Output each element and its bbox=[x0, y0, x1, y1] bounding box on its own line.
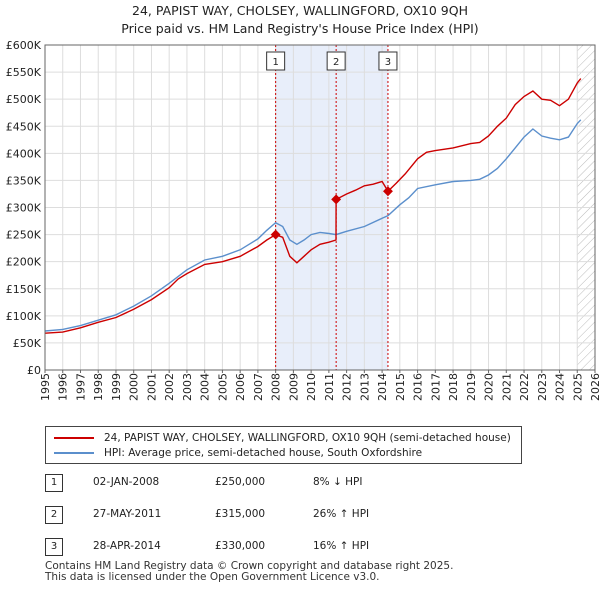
footer-license: This data is licensed under the Open Gov… bbox=[45, 571, 380, 583]
sale-label: 1 bbox=[272, 57, 278, 68]
legend-label-hpi: HPI: Average price, semi-detached house,… bbox=[104, 447, 423, 459]
transaction-number: 3 bbox=[45, 538, 63, 556]
x-tick-label: 1995 bbox=[39, 373, 52, 401]
sale-point bbox=[383, 186, 393, 197]
x-tick-label: 2006 bbox=[234, 373, 247, 401]
sale-point bbox=[270, 229, 281, 240]
x-tick-label: 2000 bbox=[128, 373, 141, 401]
y-tick-label: £400K bbox=[6, 147, 42, 160]
x-tick-label: 2004 bbox=[199, 373, 212, 401]
x-tick-label: 2024 bbox=[554, 373, 567, 401]
transaction-number: 1 bbox=[45, 474, 63, 492]
x-tick-label: 1996 bbox=[57, 373, 70, 401]
footer-copyright: Contains HM Land Registry data © Crown c… bbox=[45, 560, 454, 572]
y-tick-label: £500K bbox=[6, 93, 42, 106]
transaction-price: £250,000 bbox=[215, 476, 266, 488]
hpi-series-line bbox=[45, 119, 582, 332]
y-tick-label: £150K bbox=[6, 283, 42, 296]
x-tick-label: 2022 bbox=[518, 373, 531, 401]
x-tick-label: 2001 bbox=[145, 373, 158, 401]
transaction-price: £315,000 bbox=[215, 508, 266, 520]
x-tick-label: 2009 bbox=[287, 373, 300, 401]
transaction-price: £330,000 bbox=[215, 540, 266, 552]
x-tick-label: 1999 bbox=[110, 373, 123, 401]
x-tick-label: 2005 bbox=[216, 373, 229, 401]
y-tick-label: £300K bbox=[6, 202, 42, 215]
sale-label-box bbox=[326, 51, 346, 71]
y-tick-label: £50K bbox=[13, 337, 42, 350]
sale-label-box bbox=[378, 51, 398, 71]
price-chart: 1 2 3 £0 £50K £100K £150K £200K £250K £300K £350K… bbox=[6, 39, 600, 401]
sale-label-box bbox=[266, 51, 286, 71]
property-series-line bbox=[45, 78, 582, 334]
x-tick-label: 2025 bbox=[571, 373, 584, 401]
legend-item-hpi: HPI: Average price, semi-detached house,… bbox=[54, 446, 422, 460]
y-tick-label: £100K bbox=[6, 310, 42, 323]
transaction-date: 28-APR-2014 bbox=[93, 540, 161, 552]
sale-point bbox=[331, 194, 342, 205]
legend-swatch-hpi bbox=[54, 452, 94, 454]
y-tick-label: £550K bbox=[6, 66, 42, 79]
transaction-hpi: 16% ↑ HPI bbox=[313, 540, 370, 552]
chart-subtitle: Price paid vs. HM Land Registry's House … bbox=[121, 21, 479, 36]
x-tick-label: 2012 bbox=[341, 373, 354, 401]
x-tick-label: 2011 bbox=[323, 373, 336, 401]
x-tick-label: 2023 bbox=[536, 373, 549, 401]
y-tick-label: £250K bbox=[6, 229, 42, 242]
x-tick-label: 2003 bbox=[181, 373, 194, 401]
y-tick-label: £600K bbox=[6, 39, 42, 52]
transaction-hpi: 26% ↑ HPI bbox=[313, 508, 370, 520]
transaction-date: 02-JAN-2008 bbox=[93, 476, 160, 488]
x-tick-label: 2014 bbox=[376, 373, 389, 401]
legend-label-property: 24, PAPIST WAY, CHOLSEY, WALLINGFORD, OX… bbox=[104, 432, 511, 444]
transaction-hpi: 8% ↓ HPI bbox=[313, 476, 363, 488]
y-tick-label: £0 bbox=[27, 364, 41, 377]
transaction-number: 2 bbox=[45, 506, 63, 524]
x-tick-label: 2016 bbox=[412, 373, 425, 401]
sale-label: 2 bbox=[333, 57, 339, 68]
x-tick-label: 2010 bbox=[305, 373, 318, 401]
chart-legend: 24, PAPIST WAY, CHOLSEY, WALLINGFORD, OX… bbox=[45, 426, 522, 464]
x-tick-label: 2007 bbox=[252, 373, 265, 401]
transaction-row: 2 27-MAY-2011 £315,000 26% ↑ HPI bbox=[45, 506, 465, 524]
transaction-row: 1 02-JAN-2008 £250,000 8% ↓ HPI bbox=[45, 474, 465, 492]
x-tick-label: 2019 bbox=[465, 373, 478, 401]
plot-frame bbox=[44, 44, 596, 371]
chart-title: 24, PAPIST WAY, CHOLSEY, WALLINGFORD, OX… bbox=[132, 3, 468, 18]
x-tick-label: 2008 bbox=[270, 373, 283, 401]
x-tick-label: 2026 bbox=[589, 373, 600, 401]
legend-item-property: 24, PAPIST WAY, CHOLSEY, WALLINGFORD, OX… bbox=[54, 431, 511, 445]
transaction-row: 3 28-APR-2014 £330,000 16% ↑ HPI bbox=[45, 538, 465, 556]
x-tick-label: 2021 bbox=[500, 373, 513, 401]
x-tick-label: 1998 bbox=[92, 373, 105, 401]
x-tick-label: 2017 bbox=[429, 373, 442, 401]
y-tick-label: £200K bbox=[6, 256, 42, 269]
x-tick-label: 2018 bbox=[447, 373, 460, 401]
transaction-date: 27-MAY-2011 bbox=[93, 508, 162, 520]
sale-label: 3 bbox=[385, 57, 391, 68]
x-tick-label: 2002 bbox=[163, 373, 176, 401]
x-tick-label: 2013 bbox=[358, 373, 371, 401]
x-tick-label: 2015 bbox=[394, 373, 407, 401]
y-tick-label: £450K bbox=[6, 120, 42, 133]
legend-swatch-property bbox=[54, 437, 94, 439]
x-tick-label: 1997 bbox=[74, 373, 87, 401]
x-tick-label: 2020 bbox=[483, 373, 496, 401]
footer: Contains HM Land Registry data © Crown c… bbox=[45, 561, 453, 583]
y-tick-label: £350K bbox=[6, 174, 42, 187]
